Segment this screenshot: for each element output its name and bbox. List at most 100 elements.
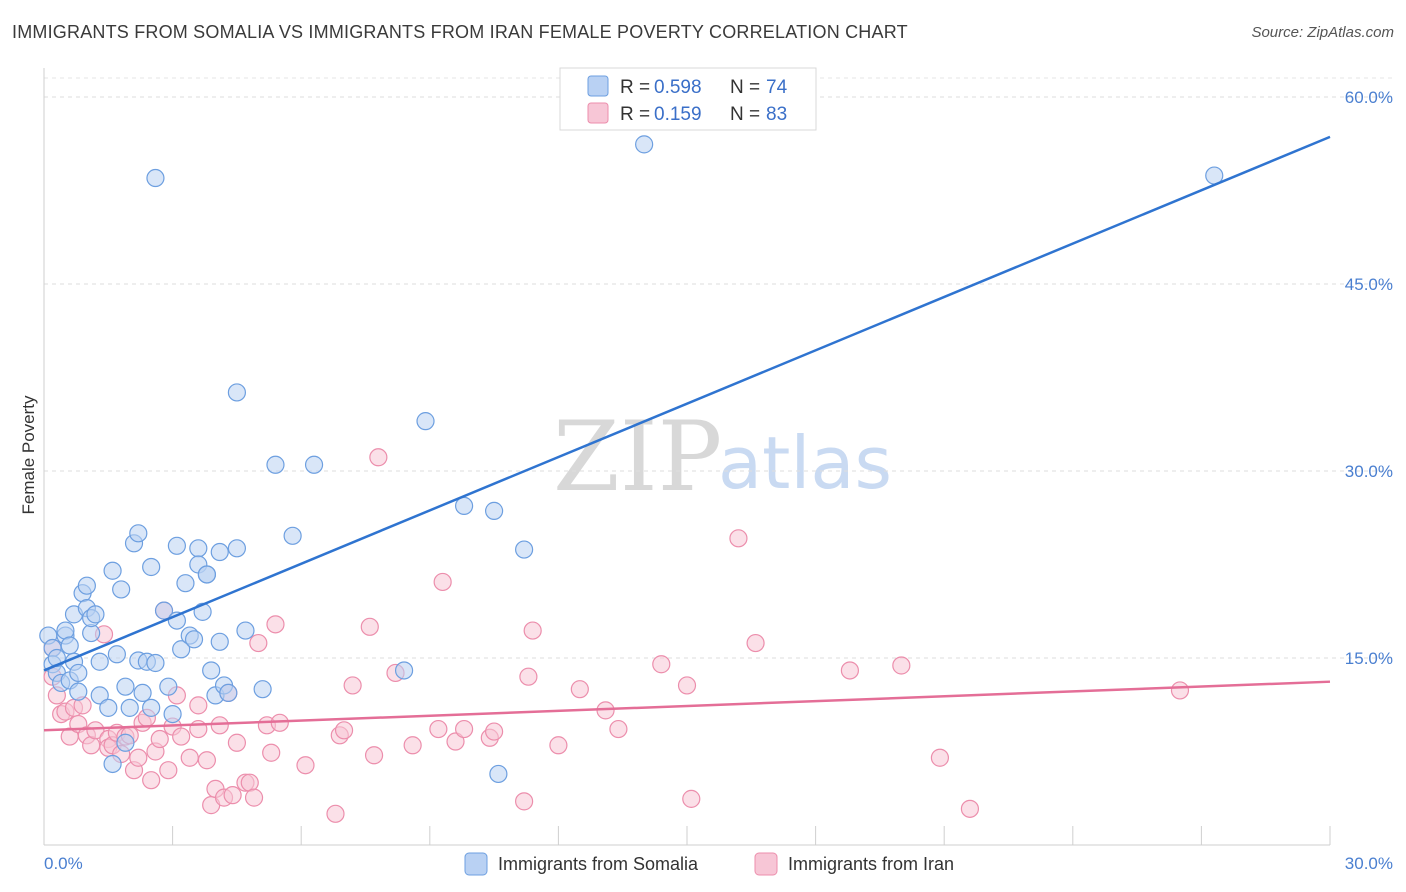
iran-point xyxy=(549,736,568,755)
iran-point xyxy=(729,529,748,548)
legend-somalia-n-value: 74 xyxy=(766,77,788,98)
iran-point xyxy=(892,656,911,675)
iran-point xyxy=(223,786,242,805)
y-axis-label: Female Poverty xyxy=(19,395,38,515)
iran-point xyxy=(343,676,362,695)
iran-point xyxy=(262,743,281,762)
somalia-point xyxy=(266,455,285,474)
iran-point xyxy=(334,721,354,740)
iran-point xyxy=(519,667,538,686)
legend-swatch-somalia xyxy=(587,75,609,97)
iran-point xyxy=(677,676,697,695)
somalia-point xyxy=(283,526,302,545)
iran-point xyxy=(523,621,542,640)
somalia-trend-line xyxy=(43,135,1331,672)
iran-point xyxy=(360,617,379,636)
iran-point xyxy=(454,719,474,739)
somalia-point xyxy=(107,645,126,664)
somalia-point xyxy=(167,536,186,555)
iran-point xyxy=(150,729,169,749)
somalia-point xyxy=(197,565,216,584)
iran-point xyxy=(433,572,452,592)
legend-iran-n-value: 83 xyxy=(766,104,787,125)
somalia-point xyxy=(394,661,414,680)
iran-point xyxy=(570,680,589,699)
iran-point xyxy=(369,448,388,467)
iran-point xyxy=(485,722,504,741)
somalia-point xyxy=(154,601,174,620)
watermark-zip: ZIP xyxy=(553,401,722,513)
somalia-point xyxy=(202,661,221,680)
iran-point xyxy=(960,799,980,818)
y-tick-label-30: 30.0% xyxy=(1345,462,1393,481)
legend-somalia-n-label: N = xyxy=(730,77,760,98)
legend: R = 0.598 N = 74 R = 0.159 N = 83 xyxy=(559,67,817,131)
somalia-point xyxy=(56,621,75,640)
somalia-point xyxy=(489,764,508,784)
bottom-legend-swatch-iran xyxy=(754,852,778,876)
iran-point xyxy=(326,804,345,823)
legend-iran-r-label: R = xyxy=(620,104,650,125)
somalia-point xyxy=(219,683,238,703)
iran-point xyxy=(446,732,465,751)
iran-point xyxy=(142,771,161,790)
somalia-point xyxy=(184,630,204,649)
iran-point xyxy=(180,748,199,767)
somalia-point xyxy=(236,621,255,640)
somalia-point xyxy=(129,524,148,543)
watermark-atlas: atlas xyxy=(718,421,892,505)
iran-point xyxy=(249,633,268,653)
somalia-point xyxy=(103,754,122,774)
iran-point xyxy=(266,615,285,634)
somalia-point xyxy=(210,542,229,562)
somalia-point xyxy=(142,557,161,577)
iran-point xyxy=(240,773,259,792)
legend-swatch-iran xyxy=(587,102,609,124)
iran-point xyxy=(210,716,229,735)
iran-point xyxy=(682,789,701,808)
somalia-point xyxy=(227,383,246,402)
bottom-legend-swatch-somalia xyxy=(464,852,488,876)
somalia-point xyxy=(146,653,165,673)
somalia-point xyxy=(485,501,504,520)
iran-point xyxy=(1170,681,1190,700)
somalia-point xyxy=(189,539,208,558)
chart-title: IMMIGRANTS FROM SOMALIA VS IMMIGRANTS FR… xyxy=(12,22,908,42)
somalia-point xyxy=(416,412,435,431)
somalia-point xyxy=(176,574,195,593)
somalia-point xyxy=(60,636,79,655)
source-label: Source: ZipAtlas.com xyxy=(1251,24,1394,41)
bottom-legend: Immigrants from Somalia Immigrants from … xyxy=(464,852,954,876)
somalia-point xyxy=(112,580,131,599)
iran-point xyxy=(82,736,101,755)
iran-point xyxy=(403,736,422,755)
somalia-point xyxy=(90,686,109,705)
iran-point xyxy=(840,661,859,680)
somalia-point xyxy=(227,539,246,558)
iran-point xyxy=(296,756,315,775)
legend-somalia-r-label: R = xyxy=(620,77,650,98)
somalia-point xyxy=(159,677,178,696)
iran-point xyxy=(227,733,246,752)
somalia-point xyxy=(90,652,109,671)
iran-point xyxy=(159,761,178,780)
iran-point xyxy=(86,721,105,740)
iran-point xyxy=(197,751,216,770)
somalia-point xyxy=(69,682,88,701)
iran-point xyxy=(746,633,765,653)
iran-point xyxy=(609,719,628,739)
iran-point xyxy=(244,788,264,807)
trend-lines xyxy=(43,135,1331,732)
iran-point xyxy=(364,746,384,765)
iran-point xyxy=(652,655,671,674)
gridlines xyxy=(44,77,1393,659)
somalia-point xyxy=(99,698,118,717)
somalia-point xyxy=(77,576,96,595)
somalia-point xyxy=(163,704,182,724)
somalia-point xyxy=(172,640,191,659)
x-tick-label-min: 0.0% xyxy=(44,854,83,873)
somalia-point xyxy=(210,632,229,651)
legend-iran-r-value: 0.159 xyxy=(654,104,702,125)
somalia-point xyxy=(635,135,654,154)
somalia-point xyxy=(120,698,139,717)
